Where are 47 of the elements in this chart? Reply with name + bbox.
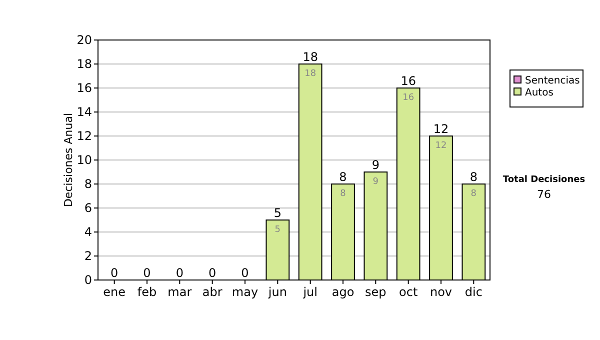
x-tick-label: abr <box>202 285 222 299</box>
x-tick-label: feb <box>137 285 157 299</box>
y-tick-label: 6 <box>84 201 92 216</box>
total-label: 12 <box>433 122 449 136</box>
data-label: 5 <box>274 225 281 235</box>
data-label: 8 <box>470 189 477 199</box>
data-label: 8 <box>340 189 346 199</box>
y-tick-label: 18 <box>76 57 92 72</box>
x-tick-label: dic <box>464 285 482 299</box>
total-label: 0 <box>208 266 216 280</box>
text: 76 <box>537 188 551 201</box>
y-tick-label: 4 <box>84 225 92 240</box>
total-label: 8 <box>339 170 347 184</box>
x-tick-label: jul <box>302 285 318 299</box>
data-label: 18 <box>304 69 316 79</box>
total-label: 5 <box>274 206 282 220</box>
total-label: 0 <box>110 266 118 280</box>
y-tick-label: 14 <box>76 105 92 120</box>
y-tick-label: 20 <box>76 33 92 48</box>
total-label: 18 <box>302 50 318 64</box>
x-tick-label: sep <box>365 285 386 299</box>
y-tick-label: 10 <box>76 153 92 168</box>
total-label: 9 <box>372 158 380 172</box>
x-tick-label: nov <box>430 285 452 299</box>
total-label: 16 <box>400 74 416 88</box>
y-tick-label: 0 <box>84 273 92 288</box>
total-label: 0 <box>143 266 151 280</box>
legend-label: Sentencias <box>525 76 580 86</box>
y-tick-label: 2 <box>84 249 92 264</box>
text: Total Decisiones <box>502 175 586 185</box>
total-label: 0 <box>176 266 184 280</box>
x-tick-label: jun <box>267 285 287 299</box>
total-label: 0 <box>241 266 249 280</box>
y-tick-label: 8 <box>84 177 92 192</box>
x-tick-label: may <box>232 285 258 299</box>
x-tick-label: ene <box>103 285 126 299</box>
data-label: 12 <box>435 141 447 151</box>
legend-label: Autos <box>525 88 554 98</box>
data-label: 9 <box>372 177 379 187</box>
x-tick-label: oct <box>399 285 418 299</box>
y-tick-label: 12 <box>76 129 92 144</box>
x-tick-label: mar <box>168 285 192 299</box>
y-tick-label: 16 <box>76 81 92 96</box>
y-axis-title: Decisiones Anual <box>62 112 75 208</box>
total-label: 8 <box>470 170 478 184</box>
x-tick-label: ago <box>332 285 354 299</box>
data-label: 16 <box>402 93 414 103</box>
